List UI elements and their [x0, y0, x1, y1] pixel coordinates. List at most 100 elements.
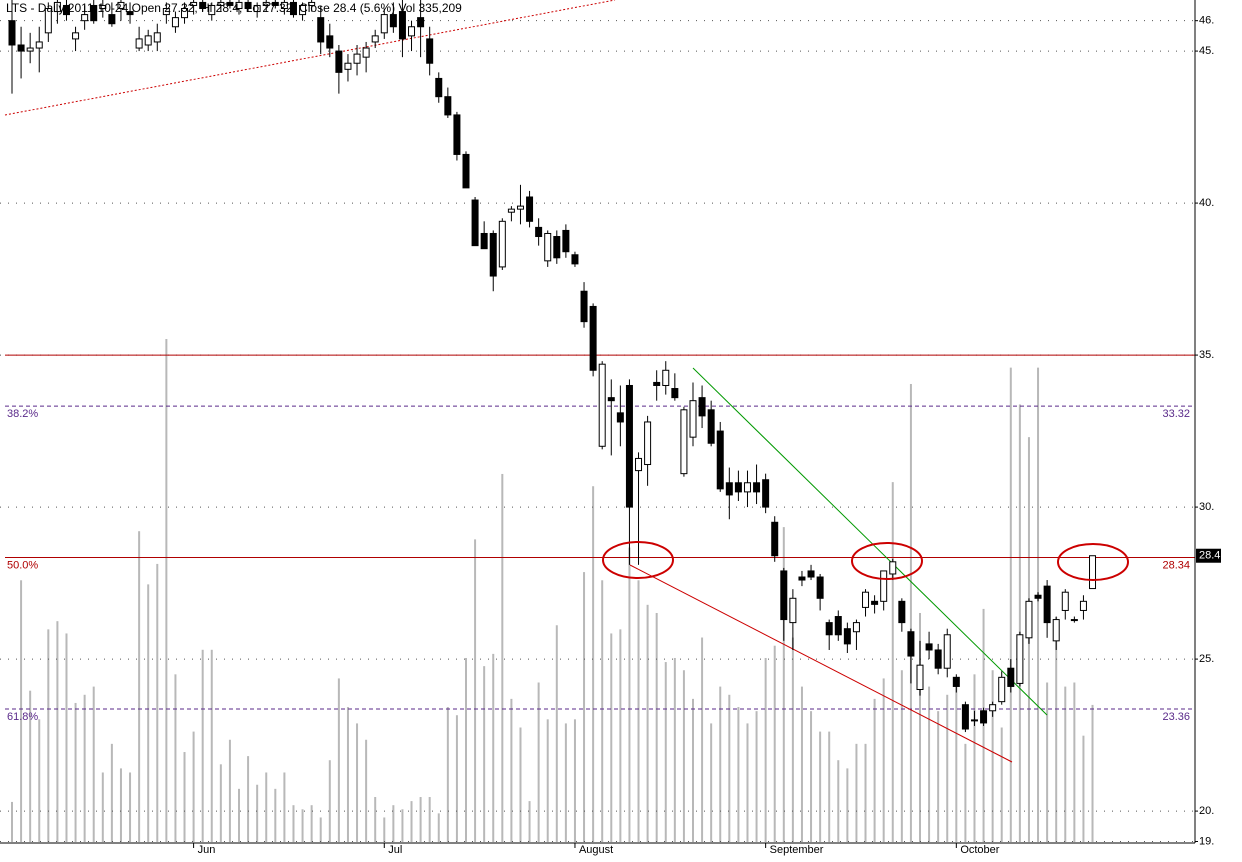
level-percent-label: 38.2%: [7, 408, 38, 420]
candle-body: [362, 47, 370, 58]
volume-bar: [791, 637, 794, 842]
volume-bar: [1073, 682, 1076, 842]
candle-body: [1043, 585, 1051, 624]
axes-layer: 19. 20. 25. 30. 35. 40. 45. 46. Jun Jul August Sept…: [193, 15, 1221, 856]
volume-bar: [110, 743, 113, 842]
volume-bar: [837, 760, 840, 842]
volume-bar: [165, 339, 168, 842]
y-tick-label: 20.: [1199, 805, 1214, 817]
candle-body: [544, 232, 552, 262]
candle-body: [780, 570, 788, 621]
volume-bar: [728, 694, 731, 842]
candle-body: [153, 32, 161, 43]
x-tick-label: Jul: [388, 844, 402, 856]
candle-body: [961, 704, 969, 730]
volume-bar: [256, 784, 259, 842]
candle-body: [916, 664, 924, 690]
volume-bar: [664, 662, 667, 842]
candle-body: [789, 597, 797, 624]
volume-bar: [573, 719, 576, 842]
volume-bar: [964, 743, 967, 842]
volume-bar: [310, 805, 313, 842]
candle-body: [62, 4, 70, 16]
candle-body: [625, 384, 633, 508]
volume-bar: [646, 604, 649, 842]
candle-body: [616, 412, 624, 423]
volume-bar: [1000, 727, 1003, 842]
candle-body: [99, 4, 107, 10]
volume-bar: [465, 657, 467, 842]
volume-bar: [29, 690, 32, 842]
candle-body: [970, 719, 978, 722]
candle-body: [53, 1, 61, 13]
candle-body: [1052, 619, 1060, 642]
volume-bar: [392, 805, 395, 842]
volume-bar: [819, 731, 822, 842]
candle-body: [1034, 594, 1042, 599]
volume-bar: [846, 768, 849, 842]
candle-body: [798, 576, 806, 581]
candle-body: [426, 38, 434, 64]
candle-body: [299, 4, 307, 16]
candle-body: [199, 1, 207, 10]
candle-body: [852, 622, 860, 633]
candle-body: [998, 676, 1006, 703]
volume-bar: [238, 788, 240, 842]
volume-bar: [510, 698, 513, 842]
volume-bar: [810, 711, 813, 842]
volume-bar: [692, 698, 694, 842]
candle-body: [1016, 634, 1024, 684]
volume-bar: [955, 686, 958, 842]
candle-body: [8, 20, 16, 46]
volume-bar: [92, 686, 95, 842]
candle-body: [344, 62, 352, 70]
volume-bar: [1082, 735, 1085, 842]
candle-body: [707, 409, 715, 444]
volume-bar: [537, 682, 540, 842]
volume-bar: [319, 817, 322, 842]
y-tick-label: 35.: [1199, 349, 1214, 361]
volume-bar: [56, 621, 59, 842]
volume-bar: [1046, 682, 1049, 842]
candle-body: [335, 50, 343, 73]
volume-bar: [201, 649, 204, 842]
candle-body: [190, 1, 198, 6]
volume-bar: [546, 719, 549, 842]
highlight-ellipse: [602, 541, 674, 579]
candle-body: [81, 14, 89, 22]
y-tick-label: 40.: [1199, 197, 1214, 209]
volume-bar: [1037, 367, 1040, 842]
candle-body: [698, 397, 706, 417]
candle-body: [943, 634, 951, 669]
volume-bar: [156, 563, 159, 842]
volume-bar: [138, 531, 141, 842]
volume-bar: [20, 580, 23, 842]
volume-bar: [174, 674, 177, 842]
volume-bar: [909, 383, 912, 842]
volume-bar: [1018, 404, 1021, 842]
candle-body: [253, 4, 261, 13]
candle-body: [526, 196, 534, 222]
volume-bar: [1055, 617, 1058, 842]
candle-body: [108, 14, 116, 25]
candle-body: [44, 8, 52, 34]
trendline-red: [629, 564, 1013, 763]
last-price-label: 28.4: [1199, 550, 1220, 562]
volume-bar: [855, 743, 858, 842]
volume-bar: [328, 760, 331, 842]
candle-body: [1089, 555, 1097, 590]
candle-body: [26, 47, 34, 52]
volume-bar: [119, 768, 122, 842]
candle-body: [734, 482, 742, 493]
candle-body: [171, 17, 179, 28]
candle-body: [825, 622, 833, 636]
candle-body: [217, 1, 225, 6]
volume-bar: [11, 801, 13, 842]
candle-body: [535, 226, 543, 238]
y-tick-label: 25.: [1199, 653, 1214, 665]
volume-bar: [446, 707, 449, 842]
x-tick-label: September: [770, 844, 824, 856]
candle-body: [862, 591, 870, 608]
candle-body: [389, 14, 397, 28]
candle-body: [162, 8, 170, 16]
